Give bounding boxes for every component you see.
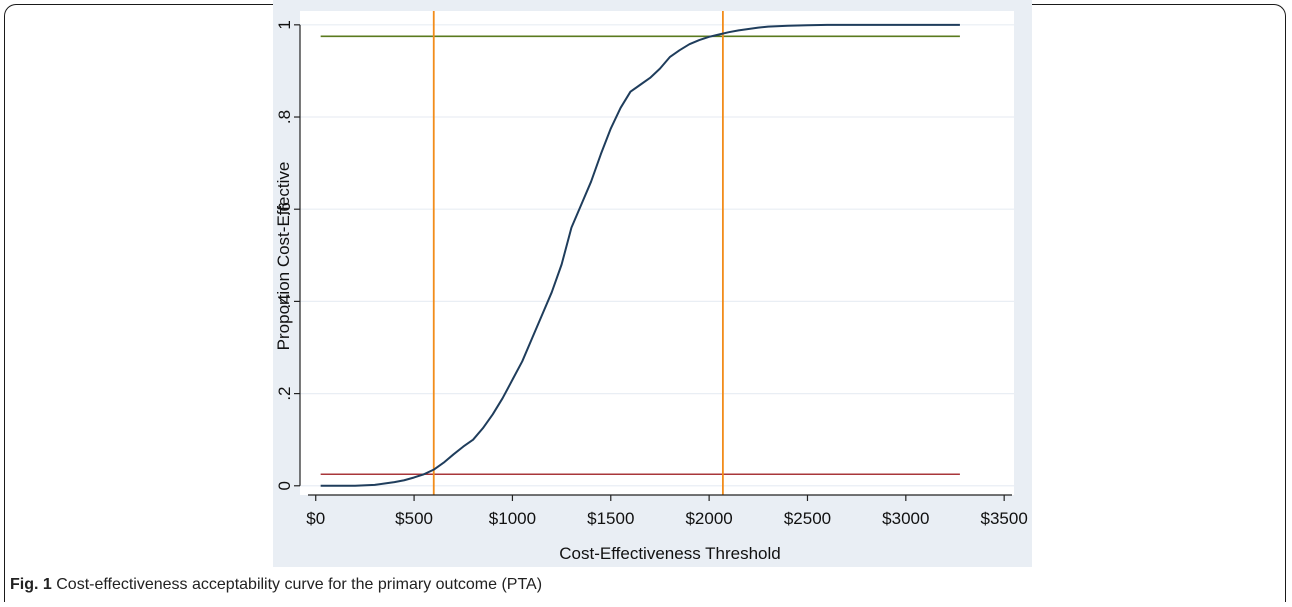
- y-tick-label-5: 1: [275, 20, 294, 29]
- x-tick-label-2: $1000: [489, 509, 536, 528]
- axes: $0 $500 $1000 $1500 $2000 $2500 $3000 $3500 0 .2.…: [275, 20, 1028, 528]
- y-tick-label-4: .8: [275, 110, 294, 124]
- y-tick-label-0: 0: [275, 481, 294, 490]
- y-tick-label-1: .2: [275, 386, 294, 400]
- y-axis-title: Proportion Cost-Effective: [274, 162, 293, 351]
- reference-lines: [320, 11, 960, 495]
- figure-caption-text: Cost-effectiveness acceptability curve f…: [56, 576, 543, 593]
- figure-caption: Fig. 1 Cost-effectiveness acceptability …: [10, 576, 542, 594]
- x-axis-title: Cost-Effectiveness Threshold: [559, 544, 780, 563]
- x-tick-label-6: $3000: [882, 509, 929, 528]
- plot-area: [300, 11, 1014, 495]
- x-tick-label-0: $0: [306, 509, 325, 528]
- x-tick-label-5: $2500: [784, 509, 831, 528]
- series-line-0: [320, 23, 960, 487]
- x-tick-label-4: $2000: [685, 509, 732, 528]
- figure-label: Fig. 1: [10, 576, 52, 593]
- gridlines: [300, 24, 1014, 487]
- chart-svg: $0 $500 $1000 $1500 $2000 $2500 $3000 $3500 0 .2.…: [274, 11, 1028, 563]
- x-tick-label-1: $500: [395, 509, 433, 528]
- curve-layer: [320, 23, 960, 487]
- x-tick-label-3: $1500: [587, 509, 634, 528]
- chart-panel: $0 $500 $1000 $1500 $2000 $2500 $3000 $3500 0 .2.…: [273, 0, 1032, 567]
- y-tick-label-2: .4: [275, 294, 294, 308]
- y-tick-label-3: .6: [275, 202, 294, 216]
- x-tick-label-7: $3500: [981, 509, 1028, 528]
